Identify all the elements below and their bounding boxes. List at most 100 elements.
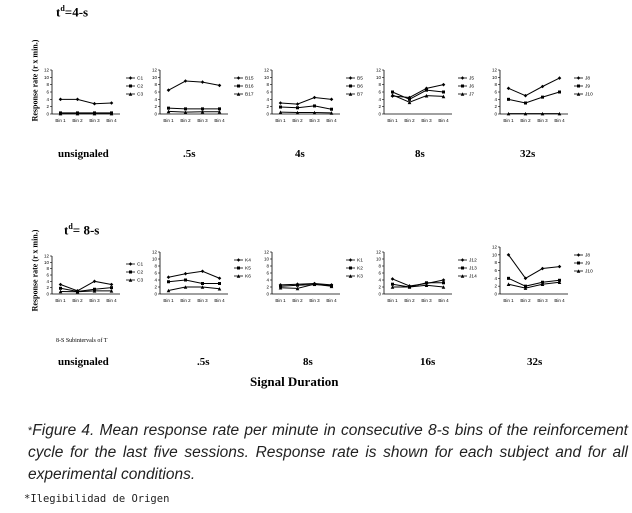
legend-marker [576,253,581,257]
x-tick-label: Bin 2 [520,298,531,303]
y-tick-label: 4 [378,278,381,283]
y-tick-label: 12 [264,68,270,73]
legend-marker [349,266,352,270]
data-point-J9 [524,284,527,288]
series-line-B7 [280,111,332,114]
data-point-J9 [541,95,544,99]
data-point-K5 [201,282,204,285]
legend-label: C2 [137,270,143,276]
series-line-J6 [392,89,444,100]
data-point-K5 [218,282,221,285]
data-point-J10 [506,282,511,287]
x-tick-label: Bin 4 [106,298,117,303]
y-tick-label: 0 [494,292,497,297]
y-tick-label: 12 [264,250,270,255]
row2-label-4: 32s [527,356,543,368]
series-line-J8 [508,77,560,97]
data-point-B17 [183,110,188,114]
data-point-J10 [557,280,562,285]
legend-marker [348,76,353,80]
series-line-C2 [60,287,112,292]
y-tick-label: 12 [152,250,158,255]
data-point-K5 [167,280,170,284]
data-point-J9 [507,276,510,280]
data-point-B6 [313,104,316,108]
legend-marker [348,274,353,278]
legend-marker [236,92,241,96]
data-point-C3 [92,289,97,293]
legend-marker [237,84,240,88]
legend-label: K5 [245,266,251,272]
data-point-J10 [506,111,511,116]
data-point-K3 [295,286,300,291]
y-tick-label: 10 [376,257,382,262]
data-point-C3 [109,289,114,293]
legend-label: K1 [357,258,363,264]
data-point-B7 [312,110,317,115]
x-tick-label: Bin 4 [214,298,225,303]
data-point-J7 [390,93,395,97]
data-point-J14 [407,285,412,289]
legend-label: B5 [357,76,363,82]
series-line-K4 [168,270,220,279]
row2-label-3: 16s [420,356,436,368]
x-tick-label: Bin 2 [180,118,191,123]
legend-marker [129,270,132,274]
series-line-K5 [168,279,220,284]
data-point-J7 [407,100,412,105]
legend-label: J10 [585,269,593,275]
y-tick-label: 8 [266,264,269,269]
chart-panel-3: 0 2 4 6 8 10 12 Bin 1 Bin 2 Bin 3 Bin 4 J5 J6 J7 [376,68,474,124]
subintervals-label: 8-S Subintervals of T [56,338,108,344]
legend-marker [576,76,581,80]
data-point-J6 [391,90,394,94]
legend-label: B16 [245,84,254,90]
data-point-J14 [441,285,446,289]
data-point-J13 [442,281,445,285]
y-tick-label: 4 [266,97,269,102]
y-tick-label: 10 [492,252,498,257]
x-tick-label: Bin 2 [292,298,303,303]
x-tick-label: Bin 2 [180,298,191,303]
y-tick-label: 0 [266,292,269,297]
legend-label: J8 [585,76,590,82]
x-tick-label: Bin 1 [387,298,398,303]
legend-label: C2 [137,84,143,90]
y-tick-label: 6 [46,90,49,95]
legend-marker [349,84,352,88]
legend-label: K4 [245,258,251,264]
x-tick-label: Bin 3 [309,118,320,123]
y-tick-label: 6 [494,90,497,95]
y-tick-label: 10 [44,75,50,80]
x-tick-label: Bin 2 [520,118,531,123]
x-tick-label: Bin 1 [163,118,174,123]
series-line-C1 [60,98,112,105]
y-tick-label: 4 [154,97,157,102]
x-tick-label: Bin 1 [55,298,66,303]
y-tick-label: 8 [266,82,269,87]
footnote: *Ilegibilidad de Origen [24,493,170,505]
legend-label: K3 [357,274,363,280]
y-tick-label: 12 [152,68,158,73]
legend-marker [128,92,133,96]
x-tick-label: Bin 3 [537,298,548,303]
condition-header-bottom: td= 8-s [64,222,100,238]
data-point-B16 [218,107,221,111]
row1-label-3: 8s [415,148,425,160]
data-point-B15 [200,80,205,84]
data-point-K3 [278,285,283,290]
data-point-J12 [441,278,446,282]
y-tick-label: 8 [494,82,497,87]
x-tick-label: Bin 3 [89,298,100,303]
data-point-J6 [442,90,445,94]
y-tick-label: 2 [494,104,497,109]
data-point-C3 [58,111,63,116]
chart-panel-8: 0 2 4 6 8 10 12 Bin 1 Bin 2 Bin 3 Bin 4 J12 J13 J14 [376,250,477,304]
data-point-K6 [183,285,188,289]
y-tick-label: 10 [376,75,382,80]
data-point-J14 [390,285,395,289]
data-point-K5 [184,278,187,282]
x-axis-title: Signal Duration [250,374,339,389]
y-tick-label: 0 [266,112,269,117]
data-point-K3 [329,284,334,289]
